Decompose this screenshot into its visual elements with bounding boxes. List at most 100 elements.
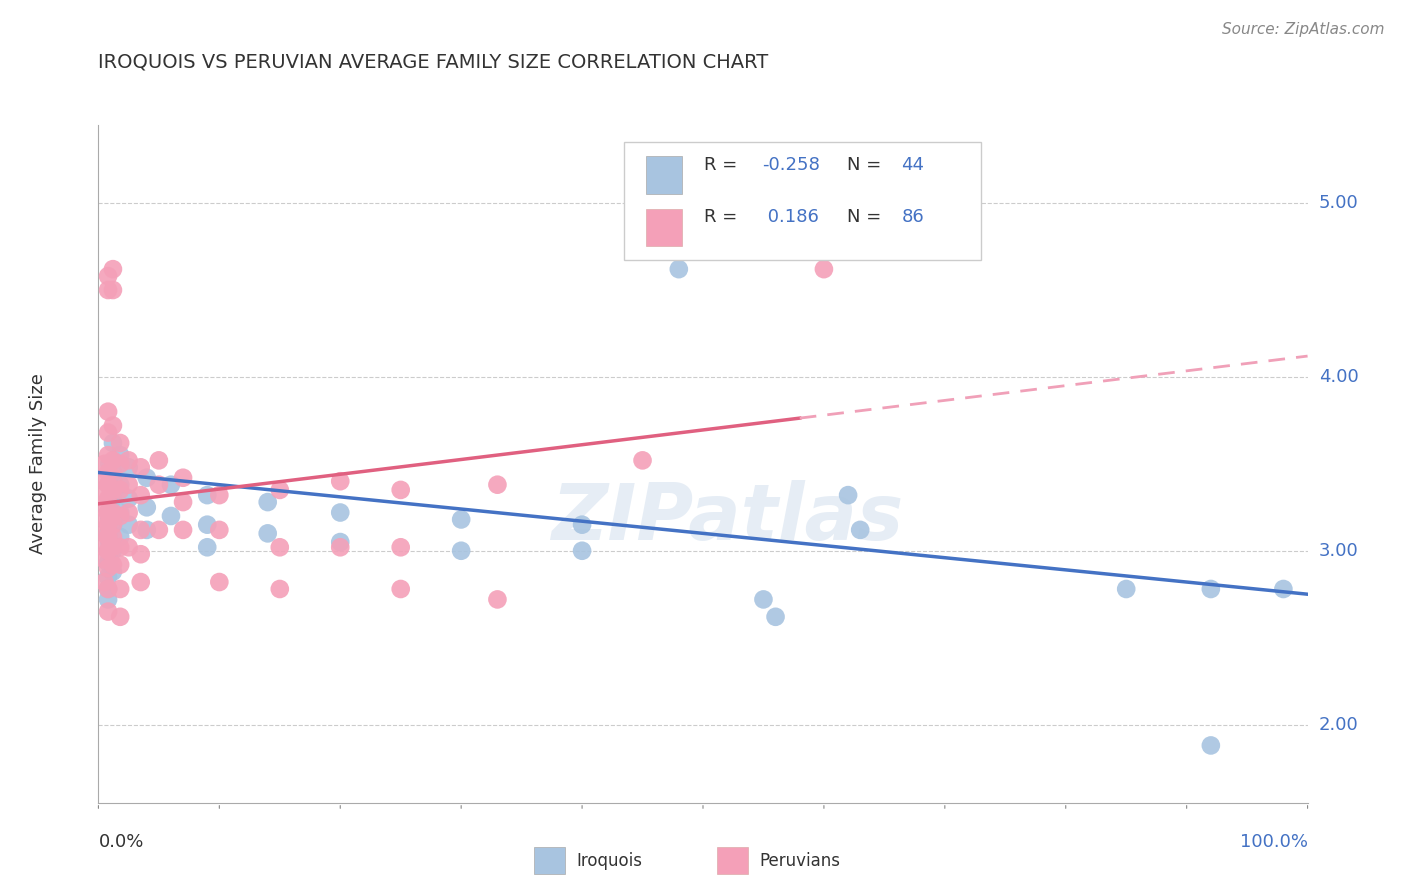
Text: 0.186: 0.186 bbox=[762, 208, 820, 226]
Point bbox=[389, 541, 412, 555]
Point bbox=[101, 558, 124, 572]
Point bbox=[97, 543, 120, 558]
Point bbox=[101, 530, 124, 544]
Point bbox=[208, 523, 231, 537]
Point bbox=[101, 483, 124, 497]
Point bbox=[765, 609, 787, 624]
Text: 5.00: 5.00 bbox=[1319, 194, 1358, 212]
Point bbox=[329, 541, 352, 555]
Point bbox=[98, 457, 121, 471]
Point bbox=[101, 262, 124, 277]
Point bbox=[97, 477, 120, 491]
Point bbox=[256, 526, 278, 541]
Text: 3.00: 3.00 bbox=[1319, 541, 1358, 560]
Bar bbox=[647, 209, 682, 246]
Point bbox=[129, 547, 152, 561]
Point bbox=[108, 530, 131, 544]
Point bbox=[118, 506, 141, 520]
Point bbox=[172, 495, 194, 509]
Point bbox=[172, 523, 194, 537]
Text: Iroquois: Iroquois bbox=[576, 852, 643, 870]
Point bbox=[752, 175, 775, 189]
Text: Source: ZipAtlas.com: Source: ZipAtlas.com bbox=[1222, 22, 1385, 37]
Text: -0.258: -0.258 bbox=[762, 156, 820, 174]
Point bbox=[389, 483, 412, 497]
Point bbox=[97, 582, 120, 596]
Point bbox=[93, 474, 115, 488]
Point bbox=[160, 508, 183, 523]
Point bbox=[97, 283, 120, 297]
Point bbox=[97, 466, 120, 480]
Point bbox=[101, 517, 124, 532]
Point bbox=[101, 453, 124, 467]
Point bbox=[269, 483, 291, 497]
Text: 2.00: 2.00 bbox=[1319, 715, 1358, 733]
Bar bbox=[624, 142, 981, 260]
Point bbox=[195, 488, 218, 502]
Point bbox=[93, 526, 115, 541]
Point bbox=[1199, 582, 1222, 596]
Text: 86: 86 bbox=[901, 208, 924, 226]
Point bbox=[93, 575, 115, 590]
Point bbox=[98, 535, 121, 549]
Point bbox=[118, 541, 141, 555]
Point bbox=[148, 477, 170, 491]
Point bbox=[1272, 582, 1295, 596]
Text: 100.0%: 100.0% bbox=[1240, 833, 1308, 851]
Point bbox=[97, 582, 120, 596]
Point bbox=[101, 466, 124, 480]
Point bbox=[329, 474, 352, 488]
Point bbox=[195, 517, 218, 532]
Point bbox=[208, 575, 231, 590]
Point bbox=[135, 471, 157, 485]
Point bbox=[389, 582, 412, 596]
Point bbox=[108, 582, 131, 596]
Point bbox=[108, 541, 131, 555]
Point bbox=[135, 523, 157, 537]
Text: ZIPatlas: ZIPatlas bbox=[551, 480, 903, 556]
Point bbox=[108, 506, 131, 520]
Text: 0.0%: 0.0% bbox=[98, 833, 143, 851]
Point bbox=[118, 460, 141, 475]
Point bbox=[93, 500, 115, 515]
Point bbox=[108, 457, 131, 471]
Point bbox=[269, 541, 291, 555]
Point bbox=[97, 592, 120, 607]
Point bbox=[97, 405, 120, 419]
Point bbox=[93, 552, 115, 566]
Point bbox=[97, 556, 120, 570]
Point bbox=[97, 506, 120, 520]
Point bbox=[135, 500, 157, 515]
Point bbox=[101, 283, 124, 297]
Point bbox=[269, 582, 291, 596]
Point bbox=[101, 436, 124, 450]
Point bbox=[101, 543, 124, 558]
Point bbox=[108, 483, 131, 497]
Point bbox=[97, 605, 120, 619]
Point bbox=[101, 565, 124, 579]
Point bbox=[108, 448, 131, 462]
Point bbox=[571, 543, 593, 558]
Point bbox=[486, 592, 509, 607]
Point bbox=[752, 592, 775, 607]
Point bbox=[98, 552, 121, 566]
Point bbox=[98, 512, 121, 526]
Point bbox=[101, 541, 124, 555]
Point bbox=[97, 561, 120, 575]
Point bbox=[631, 453, 654, 467]
Point bbox=[118, 477, 141, 491]
Point bbox=[108, 477, 131, 491]
Point bbox=[97, 543, 120, 558]
Point bbox=[108, 508, 131, 523]
Point bbox=[108, 558, 131, 572]
Point bbox=[129, 575, 152, 590]
Point bbox=[118, 453, 141, 467]
Point bbox=[118, 491, 141, 506]
Text: R =: R = bbox=[704, 156, 744, 174]
Text: 4.00: 4.00 bbox=[1319, 368, 1358, 386]
Text: Peruvians: Peruvians bbox=[759, 852, 841, 870]
Point bbox=[97, 530, 120, 544]
Point bbox=[101, 491, 124, 506]
Point bbox=[450, 512, 472, 526]
Point bbox=[849, 523, 872, 537]
